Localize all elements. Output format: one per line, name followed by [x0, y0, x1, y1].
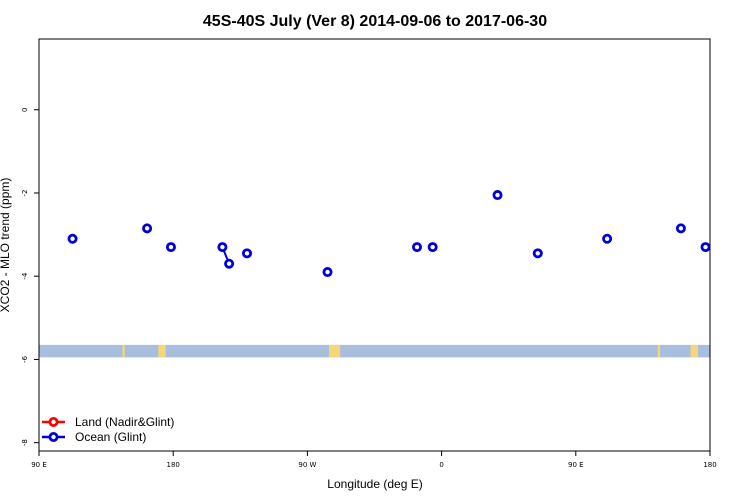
data-points	[67, 190, 711, 278]
x-tick-label: 90 E	[568, 461, 584, 469]
plot-area	[38, 38, 711, 452]
y-tick-label: -8	[21, 439, 29, 446]
legend: Land (Nadir&Glint)Ocean (Glint)	[42, 415, 174, 444]
data-point	[217, 242, 228, 253]
data-point	[675, 223, 686, 234]
land-segment	[122, 344, 125, 358]
x-axis: 90 E 180 90 W 0 90 E 180	[31, 451, 717, 469]
land-segment	[690, 344, 699, 358]
legend-label: Ocean (Glint)	[75, 430, 146, 444]
x-tick-label: 90 W	[298, 461, 316, 469]
land-ocean-strip	[39, 344, 710, 358]
data-point	[492, 190, 503, 201]
data-point	[532, 248, 543, 259]
land-segment	[158, 344, 166, 358]
x-tick-label: 0	[439, 461, 443, 469]
chart-title: 45S-40S July (Ver 8) 2014-09-06 to 2017-…	[203, 13, 547, 30]
y-axis: 0 -2 -4 -6 -8	[21, 108, 39, 446]
x-tick-label: 90 E	[31, 461, 47, 469]
land-segment	[329, 344, 341, 358]
ocean-band	[39, 344, 710, 358]
data-point	[322, 267, 333, 278]
data-point	[67, 233, 78, 244]
x-tick-label: 180	[703, 461, 716, 469]
data-point	[142, 223, 153, 234]
data-point	[411, 242, 422, 253]
y-tick-label: 0	[21, 108, 29, 112]
data-point	[427, 242, 438, 253]
y-tick-label: -6	[21, 355, 29, 363]
data-point	[242, 248, 253, 259]
data-point	[700, 242, 711, 253]
data-point	[224, 258, 235, 269]
y-tick-label: -2	[21, 189, 29, 196]
data-point	[165, 242, 176, 253]
data-point	[602, 233, 613, 244]
legend-swatch-marker	[48, 416, 59, 427]
plot-frame	[38, 38, 711, 452]
y-axis-label: XCO2 - MLO trend (ppm)	[0, 178, 12, 313]
land-segment	[657, 344, 661, 358]
legend-label: Land (Nadir&Glint)	[75, 415, 174, 429]
x-tick-label: 180	[167, 461, 180, 469]
legend-swatch-marker	[48, 431, 59, 442]
y-tick-label: -4	[21, 272, 29, 280]
x-axis-label: Longitude (deg E)	[327, 477, 422, 491]
